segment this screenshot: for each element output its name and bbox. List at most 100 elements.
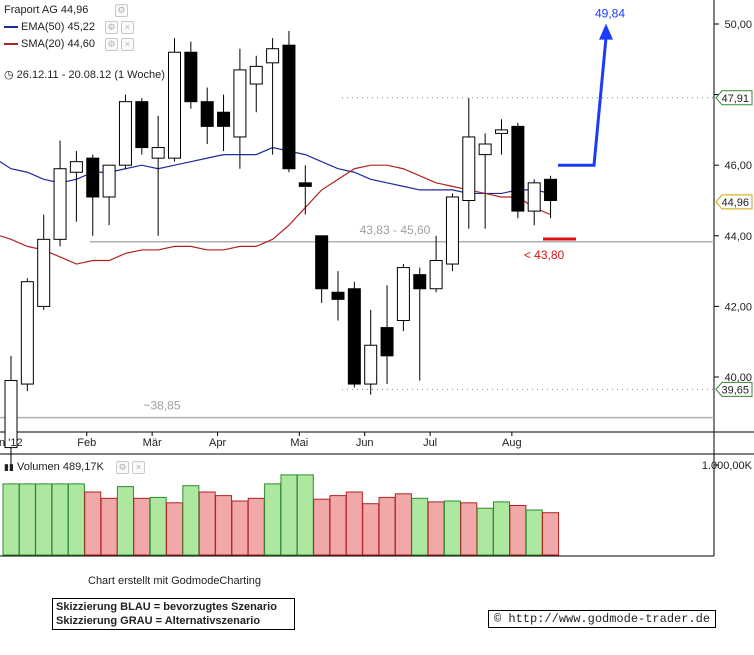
volume-bar bbox=[215, 495, 233, 556]
candle-body bbox=[249, 65, 263, 85]
settings-icon[interactable]: ⚙ bbox=[105, 38, 118, 51]
candle-body bbox=[315, 235, 329, 290]
settings-icon[interactable]: ⚙ bbox=[116, 461, 129, 474]
candle-body bbox=[364, 344, 378, 385]
scenario-arrowhead bbox=[599, 23, 613, 40]
x-tick-label: Aug bbox=[502, 437, 522, 449]
volume-bar bbox=[35, 483, 53, 556]
price-y-axis: 50,0048,0046,0044,0042,0040,0047,9144,96… bbox=[714, 19, 753, 397]
x-tick-label: Apr bbox=[209, 437, 226, 449]
price-marker bbox=[715, 90, 753, 106]
volume-tick-label: 1.000,00K bbox=[702, 460, 753, 472]
volume-icon: ▮▮ bbox=[4, 462, 14, 472]
candle-body bbox=[282, 44, 296, 170]
candle-body bbox=[266, 48, 280, 64]
candle-body bbox=[527, 182, 541, 212]
close-icon[interactable]: × bbox=[132, 461, 145, 474]
volume-bar bbox=[313, 498, 331, 556]
volume-legend: ▮▮ Volumen 489,17K bbox=[4, 460, 104, 474]
ema-label: EMA(50) 45,22 bbox=[21, 21, 95, 33]
candle-body bbox=[495, 129, 508, 134]
volume-bar bbox=[460, 502, 478, 556]
chart-title-text: Fraport AG 44,96 bbox=[4, 4, 89, 16]
stop-label: < 43,80 bbox=[524, 248, 565, 262]
volume-bar bbox=[133, 497, 151, 556]
volume-bar bbox=[182, 485, 200, 556]
volume-bar bbox=[329, 495, 347, 556]
x-tick-label: Feb bbox=[77, 437, 96, 449]
candle-body bbox=[69, 161, 83, 173]
price-marker bbox=[715, 194, 753, 210]
source-link[interactable]: © http://www.godmode-trader.de bbox=[488, 610, 717, 628]
candle-body bbox=[217, 111, 231, 127]
candle-body bbox=[462, 136, 476, 202]
volume-bar bbox=[394, 493, 412, 556]
candle-body bbox=[135, 101, 149, 149]
candle-body bbox=[118, 101, 132, 166]
candle-body bbox=[20, 281, 34, 385]
candle-body bbox=[53, 168, 67, 240]
chart-title: Fraport AG 44,96 bbox=[4, 3, 88, 17]
candle-body bbox=[544, 178, 558, 202]
ema-legend: EMA(50) 45,22 bbox=[4, 20, 95, 34]
ema-line-swatch bbox=[4, 26, 18, 29]
candle-body bbox=[347, 288, 361, 385]
sma-label: SMA(20) 44,60 bbox=[21, 38, 95, 50]
volume-bar bbox=[198, 491, 216, 556]
volume-bar bbox=[443, 500, 461, 556]
candle-body bbox=[233, 69, 247, 138]
volume-bar bbox=[296, 474, 314, 556]
scenario-arrow bbox=[558, 37, 608, 167]
scenario-drawing: 49,84 < 43,80 bbox=[524, 7, 626, 262]
volume-bar bbox=[231, 500, 249, 556]
note-blue: Skizzierung BLAU = bevorzugtes Szenario bbox=[56, 601, 277, 613]
settings-icon[interactable]: ⚙ bbox=[105, 21, 118, 34]
volume-bar bbox=[84, 491, 102, 556]
volume-bars bbox=[2, 474, 560, 556]
y-tick-label: 50,00 bbox=[724, 19, 752, 31]
volume-bar bbox=[100, 497, 118, 556]
candles bbox=[4, 31, 558, 466]
sma-line-swatch bbox=[4, 43, 18, 46]
x-tick-label: Jun bbox=[356, 437, 374, 449]
candle-body bbox=[331, 291, 345, 300]
x-tick-label: Mai bbox=[290, 437, 308, 449]
candle-body bbox=[37, 238, 51, 307]
volume-bar bbox=[362, 503, 380, 556]
volume-bar bbox=[67, 483, 85, 556]
source-url[interactable]: http://www.godmode-trader.de bbox=[508, 612, 711, 626]
volume-bar bbox=[493, 501, 510, 556]
y-tick-label: 46,00 bbox=[724, 160, 752, 172]
settings-icon[interactable]: ⚙ bbox=[115, 4, 128, 17]
support-zone-label: 43,83 - 45,60 bbox=[360, 223, 431, 237]
candle-body bbox=[86, 157, 100, 198]
volume-bar bbox=[345, 491, 363, 556]
candle-body bbox=[478, 143, 492, 156]
y-tick-label: 40,00 bbox=[724, 372, 752, 384]
price-marker-label: 47,91 bbox=[721, 93, 749, 105]
volume-bar bbox=[166, 502, 183, 556]
volume-bar bbox=[116, 486, 134, 556]
volume-bar bbox=[280, 474, 298, 556]
volume-bar bbox=[378, 496, 396, 556]
volume-bar bbox=[51, 483, 69, 556]
candle-body bbox=[380, 327, 394, 357]
chart-credit: Chart erstellt mit GodmodeCharting bbox=[88, 575, 262, 587]
volume-bar bbox=[2, 483, 20, 556]
volume-bar bbox=[264, 483, 282, 556]
volume-bar bbox=[427, 501, 445, 556]
candle-body bbox=[429, 260, 443, 290]
candle-body bbox=[396, 267, 410, 322]
y-tick-label: 42,00 bbox=[724, 301, 752, 313]
x-tick-label: Jan '12 bbox=[0, 437, 23, 449]
close-icon[interactable]: × bbox=[121, 38, 134, 51]
volume-label: Volumen 489,17K bbox=[16, 461, 104, 473]
volume-bar bbox=[247, 497, 265, 556]
price-marker-label: 39,65 bbox=[721, 384, 749, 396]
close-icon[interactable]: × bbox=[121, 21, 134, 34]
price-marker-label: 44,96 bbox=[721, 197, 749, 209]
candle-body bbox=[151, 147, 165, 159]
candle-body bbox=[445, 196, 459, 265]
price-grid bbox=[0, 0, 754, 557]
